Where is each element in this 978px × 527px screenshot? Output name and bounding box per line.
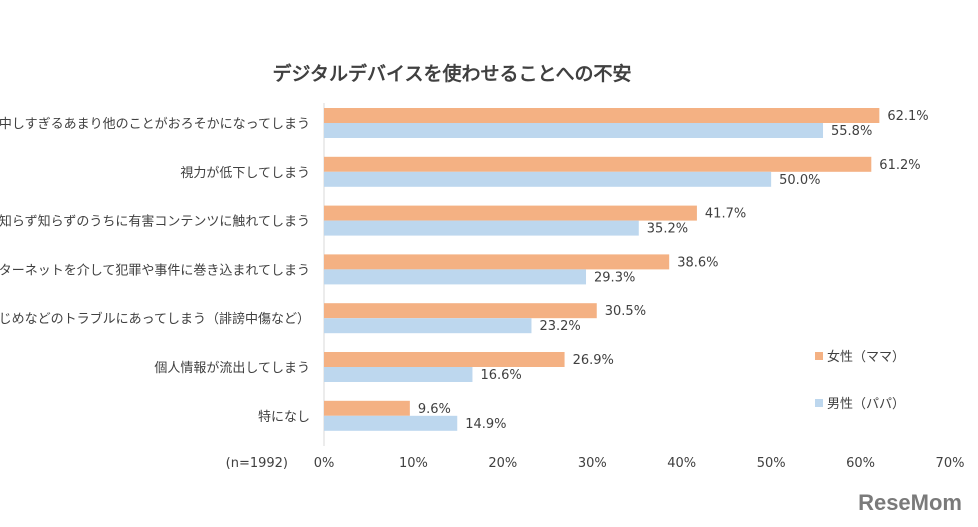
- x-tick-label: 60%: [846, 456, 875, 471]
- data-label: 50.0%: [779, 173, 820, 188]
- bar-male: [324, 367, 473, 382]
- bar-male: [324, 318, 532, 334]
- x-tick-label: 40%: [667, 456, 696, 471]
- bar-female: [324, 156, 872, 172]
- bar-female: [324, 400, 410, 416]
- x-tick-label: 0%: [314, 456, 335, 471]
- data-label: 55.8%: [831, 124, 872, 139]
- data-label: 61.2%: [879, 158, 920, 173]
- category-label: いじめなどのトラブルにあってしまう（誹謗中傷など）: [0, 311, 310, 327]
- bar-female: [324, 303, 597, 319]
- bar-female: [324, 352, 565, 367]
- legend-label-male: 男性（パパ）: [827, 397, 905, 412]
- bar-male: [324, 171, 772, 187]
- bar-female: [324, 205, 697, 221]
- x-tick-label: 30%: [578, 456, 607, 471]
- bar-female: [324, 254, 670, 270]
- legend-label-female: 女性（ママ）: [827, 349, 905, 365]
- category-label: 熱中しすぎるあまり他のことがおろそかになってしまう: [0, 117, 310, 132]
- category-label: インターネットを介して犯罪や事件に巻き込まれてしまう: [0, 263, 310, 278]
- x-tick-label: 10%: [399, 456, 428, 471]
- sample-size-note: (n=1992): [226, 456, 288, 471]
- data-label: 16.6%: [480, 368, 521, 383]
- x-tick-label: 70%: [936, 456, 965, 471]
- bar-male: [324, 269, 587, 285]
- data-label: 30.5%: [605, 304, 646, 319]
- data-label: 9.6%: [418, 402, 451, 417]
- data-label: 35.2%: [647, 222, 688, 237]
- x-tick-label: 20%: [488, 456, 517, 471]
- x-tick-label: 50%: [757, 456, 786, 471]
- data-label: 14.9%: [465, 417, 506, 432]
- category-label: 特になし: [258, 410, 310, 425]
- bar-male: [324, 123, 824, 138]
- data-label: 23.2%: [539, 319, 580, 334]
- data-label: 38.6%: [677, 255, 718, 270]
- legend-swatch-female: [815, 352, 823, 360]
- bar-male: [324, 415, 458, 431]
- category-label: 知らず知らずのうちに有害コンテンツに触れてしまう: [0, 214, 310, 230]
- bar-male: [324, 220, 639, 236]
- category-label: 個人情報が流出してしまう: [154, 361, 310, 376]
- data-label: 26.9%: [573, 353, 614, 368]
- category-label: 視力が低下してしまう: [180, 166, 310, 181]
- data-label: 62.1%: [887, 109, 928, 124]
- bar-female: [324, 108, 880, 123]
- data-label: 29.3%: [594, 270, 635, 285]
- resemom-logo: ReseMom: [858, 490, 962, 515]
- legend-swatch-male: [815, 399, 823, 407]
- chart-title: デジタルデバイスを使わせることへの不安: [272, 62, 631, 85]
- data-label: 41.7%: [705, 207, 746, 222]
